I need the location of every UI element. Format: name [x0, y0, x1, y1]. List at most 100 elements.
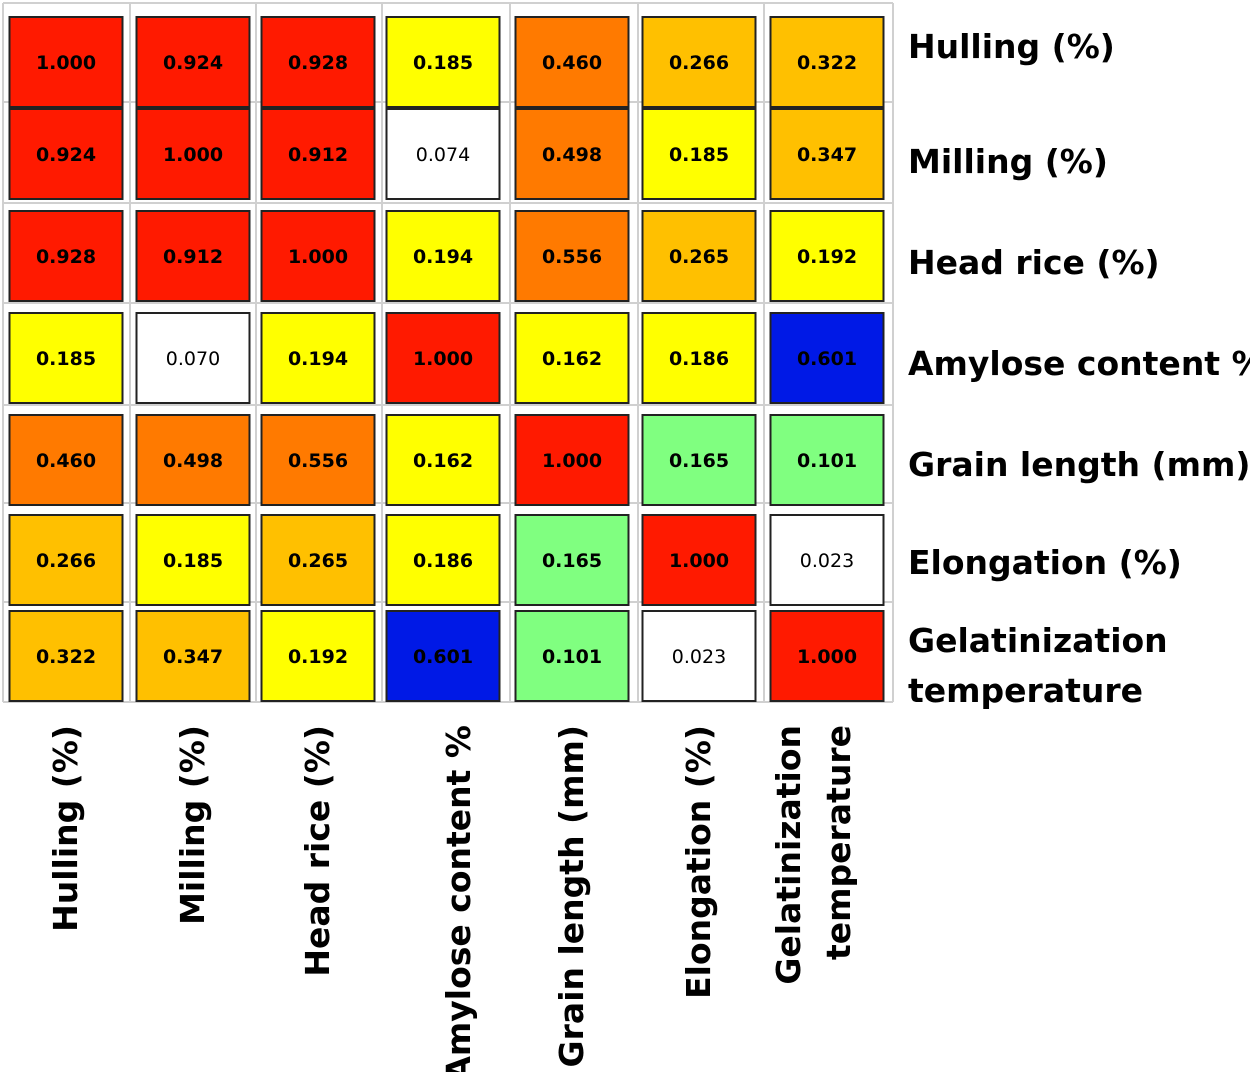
row-label-5: Elongation (%): [908, 543, 1182, 582]
heatmap-cell-r6-c3: [385, 610, 501, 702]
cell-value-r4-c3: 0.162: [413, 450, 473, 472]
row-label-0: Hulling (%): [908, 27, 1115, 66]
heatmap-cell-r6-c1: [135, 610, 251, 702]
column-label-2: Head rice (%): [298, 725, 337, 977]
column-label-6-line-0: Gelatinization: [769, 725, 808, 985]
row-label-2: Head rice (%): [908, 243, 1160, 282]
cell-value-r3-c5: 0.186: [669, 348, 729, 370]
heatmap-cell-r2-c6: [769, 210, 885, 302]
heatmap-cell-r0-c4: [514, 16, 630, 108]
cell-value-r2-c1: 0.912: [163, 246, 223, 268]
cell-value-r6-c1: 0.347: [163, 646, 223, 668]
heatmap-cell-r2-c5: [641, 210, 757, 302]
cell-value-r6-c3: 0.601: [413, 646, 473, 668]
heatmap-cell-r4-c5: [641, 414, 757, 506]
heatmap-cell-r5-c6: [769, 514, 885, 606]
heatmap-cell-r0-c2: [260, 16, 376, 108]
cell-value-r6-c4: 0.101: [542, 646, 602, 668]
column-label-5: Elongation (%): [679, 725, 718, 999]
cell-value-r2-c3: 0.194: [413, 246, 473, 268]
heatmap-cell-r3-c5: [641, 312, 757, 404]
heatmap-cell-r3-c1: [135, 312, 251, 404]
heatmap-cell-r4-c2: [260, 414, 376, 506]
row-label-6-line-1: temperature: [908, 671, 1143, 710]
cell-value-r3-c2: 0.194: [288, 348, 348, 370]
cell-value-r3-c3: 1.000: [413, 348, 473, 370]
column-label-1: Milling (%): [173, 725, 212, 925]
cell-value-r1-c3: 0.074: [416, 144, 470, 166]
cell-value-r5-c5: 1.000: [669, 550, 729, 572]
heatmap-cell-r6-c2: [260, 610, 376, 702]
cell-value-r4-c1: 0.498: [163, 450, 223, 472]
cell-value-r5-c4: 0.165: [542, 550, 602, 572]
heatmap-cell-r1-c6: [769, 108, 885, 200]
heatmap-cell-r3-c3: [385, 312, 501, 404]
heatmap-cell-r6-c5: [641, 610, 757, 702]
heatmap-cell-r2-c0: [8, 210, 124, 302]
heatmap-cell-r1-c2: [260, 108, 376, 200]
cell-value-r1-c6: 0.347: [797, 144, 857, 166]
heatmap-cell-r3-c6: [769, 312, 885, 404]
cell-value-r0-c6: 0.322: [797, 52, 857, 74]
cell-value-r3-c1: 0.070: [166, 348, 220, 370]
column-labels: Hulling (%) Milling (%) Head rice (%) Amylo…: [46, 725, 858, 1072]
row-label-4: Grain length (mm): [908, 445, 1250, 484]
heatmap-cell-r5-c1: [135, 514, 251, 606]
heatmap-cell-r0-c3: [385, 16, 501, 108]
heatmap-cell-r1-c5: [641, 108, 757, 200]
heatmap-cell-r3-c4: [514, 312, 630, 404]
cell-value-r6-c2: 0.192: [288, 646, 348, 668]
cell-value-r0-c1: 0.924: [163, 52, 223, 74]
cell-value-r5-c6: 0.023: [800, 550, 854, 572]
row-labels: Hulling (%) Milling (%) Head rice (%) Amylo…: [908, 27, 1250, 710]
cell-value-r4-c4: 1.000: [542, 450, 602, 472]
cell-value-r1-c5: 0.185: [669, 144, 729, 166]
cell-value-r6-c5: 0.023: [672, 646, 726, 668]
heatmap-cell-r5-c4: [514, 514, 630, 606]
heatmap-cell-r1-c1: [135, 108, 251, 200]
cell-value-r0-c2: 0.928: [288, 52, 348, 74]
heatmap-cell-r6-c6: [769, 610, 885, 702]
heatmap-cell-r4-c6: [769, 414, 885, 506]
cell-value-r4-c5: 0.165: [669, 450, 729, 472]
cell-value-r2-c6: 0.192: [797, 246, 857, 268]
heatmap-cell-r4-c0: [8, 414, 124, 506]
cell-value-r0-c4: 0.460: [542, 52, 602, 74]
cell-value-r3-c0: 0.185: [36, 348, 96, 370]
heatmap-cell-r0-c1: [135, 16, 251, 108]
heatmap-cell-r5-c5: [641, 514, 757, 606]
cell-value-r4-c6: 0.101: [797, 450, 857, 472]
heatmap-cell-r0-c6: [769, 16, 885, 108]
cell-value-r0-c3: 0.185: [413, 52, 473, 74]
heatmap-cell-r5-c2: [260, 514, 376, 606]
heatmap-cell-r6-c4: [514, 610, 630, 702]
cell-value-r4-c2: 0.556: [288, 450, 348, 472]
row-label-1: Milling (%): [908, 142, 1108, 181]
column-label-0: Hulling (%): [46, 725, 85, 932]
heatmap-cell-r2-c1: [135, 210, 251, 302]
row-label-6-line-0: Gelatinization: [908, 621, 1168, 660]
cell-value-r2-c0: 0.928: [36, 246, 96, 268]
heatmap-cell-r1-c3: [385, 108, 501, 200]
heatmap-cell-r3-c2: [260, 312, 376, 404]
heatmap-cell-r1-c4: [514, 108, 630, 200]
cell-value-r5-c3: 0.186: [413, 550, 473, 572]
cell-value-r1-c4: 0.498: [542, 144, 602, 166]
cell-value-r6-c0: 0.322: [36, 646, 96, 668]
heatmap-cell-r2-c4: [514, 210, 630, 302]
cell-value-r3-c6: 0.601: [797, 348, 857, 370]
heatmap-cell-r5-c0: [8, 514, 124, 606]
heatmap-cell-r0-c0: [8, 16, 124, 108]
cell-value-r5-c2: 0.265: [288, 550, 348, 572]
cell-value-r3-c4: 0.162: [542, 348, 602, 370]
column-label-3: Amylose content %: [439, 725, 478, 1072]
heatmap-cell-r2-c2: [260, 210, 376, 302]
row-label-3: Amylose content %: [908, 344, 1250, 383]
heatmap-cell-r3-c0: [8, 312, 124, 404]
heatmap-cell-r4-c1: [135, 414, 251, 506]
heatmap-cell-r0-c5: [641, 16, 757, 108]
cell-value-r2-c2: 1.000: [288, 246, 348, 268]
heatmap-cell-r4-c3: [385, 414, 501, 506]
cell-value-r1-c1: 1.000: [163, 144, 223, 166]
